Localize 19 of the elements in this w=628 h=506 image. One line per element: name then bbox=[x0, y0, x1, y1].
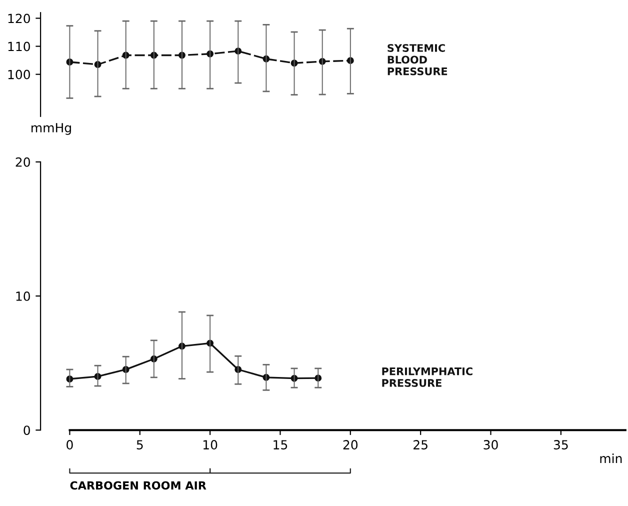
x-tick-label: 20 bbox=[343, 440, 358, 450]
text: PERILYMPHATIC PRESSURE bbox=[382, 367, 472, 387]
x-tick-label: 25 bbox=[414, 440, 428, 450]
y-tick-label: 10 bbox=[16, 291, 30, 301]
x-axis-title: min bbox=[600, 454, 622, 464]
x-tick-label: 35 bbox=[554, 440, 568, 450]
y-tick-label: 20 bbox=[16, 157, 30, 167]
x-tick-label: 0 bbox=[66, 440, 73, 450]
text: CARBOGEN ROOM AIR bbox=[70, 481, 206, 490]
y-tick-label: 0 bbox=[24, 426, 30, 436]
x-tick-label: 10 bbox=[203, 440, 218, 450]
text: SYSTEMIC BLOOD PRESSURE bbox=[388, 44, 448, 76]
y-tick-label: 100 bbox=[8, 70, 30, 80]
y-axis-title: mmHg bbox=[32, 123, 71, 135]
y-tick-label: 120 bbox=[8, 14, 30, 24]
x-tick-label: 30 bbox=[484, 440, 498, 450]
x-tick-label: 5 bbox=[136, 440, 143, 450]
x-tick-label: 15 bbox=[274, 440, 288, 450]
y-tick-label: 110 bbox=[8, 42, 30, 52]
